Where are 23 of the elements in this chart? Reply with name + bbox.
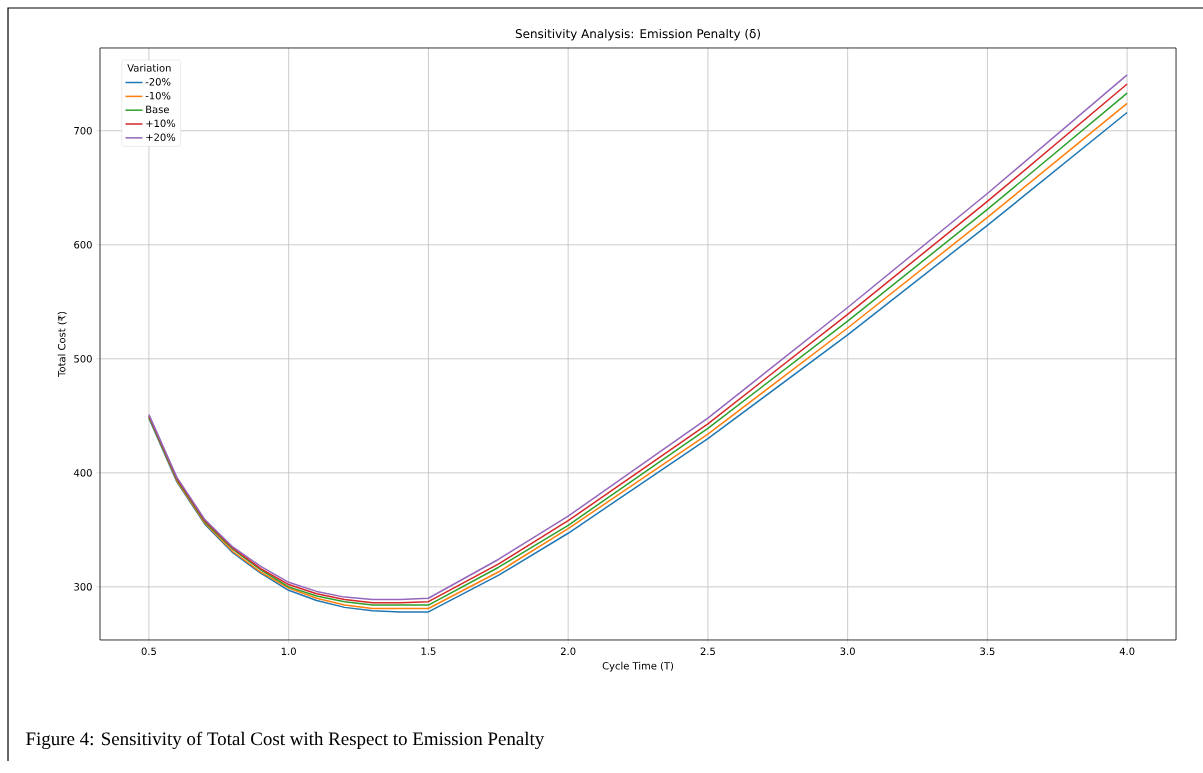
legend-label: Base <box>146 105 169 114</box>
x-tick-label: 2.5 <box>700 647 715 656</box>
x-tick-label: 0.5 <box>141 647 156 656</box>
x-tick-label: 4.0 <box>1119 647 1135 656</box>
x-tick-label: 3.0 <box>840 647 855 656</box>
y-axis-title: Total Cost (₹) <box>57 311 67 377</box>
chart-title: Sensitivity Analysis: Emission Penalty (δ) <box>515 28 760 41</box>
legend-title: Variation <box>127 64 171 72</box>
legend-label: -10% <box>145 91 171 100</box>
y-tick-label: 500 <box>74 355 92 363</box>
x-tick-label: 2.0 <box>560 647 576 656</box>
x-axis-title: Cycle Time (T) <box>602 661 674 672</box>
y-tick-label: 300 <box>74 583 92 591</box>
y-tick-label: 600 <box>74 241 92 249</box>
x-tick-label: 1.0 <box>281 647 296 656</box>
x-tick-label: 1.5 <box>421 647 436 655</box>
x-tick-label: 3.5 <box>980 647 995 656</box>
legend-label: +10% <box>146 119 176 128</box>
y-tick-label: 400 <box>73 469 92 477</box>
legend-label: +20% <box>146 133 176 141</box>
caption: Figure 4: Sensitivity of Total Cost with Respect to Emission Penalty <box>26 731 545 750</box>
legend-label: -20% <box>145 78 171 86</box>
y-tick-label: 700 <box>74 126 92 135</box>
